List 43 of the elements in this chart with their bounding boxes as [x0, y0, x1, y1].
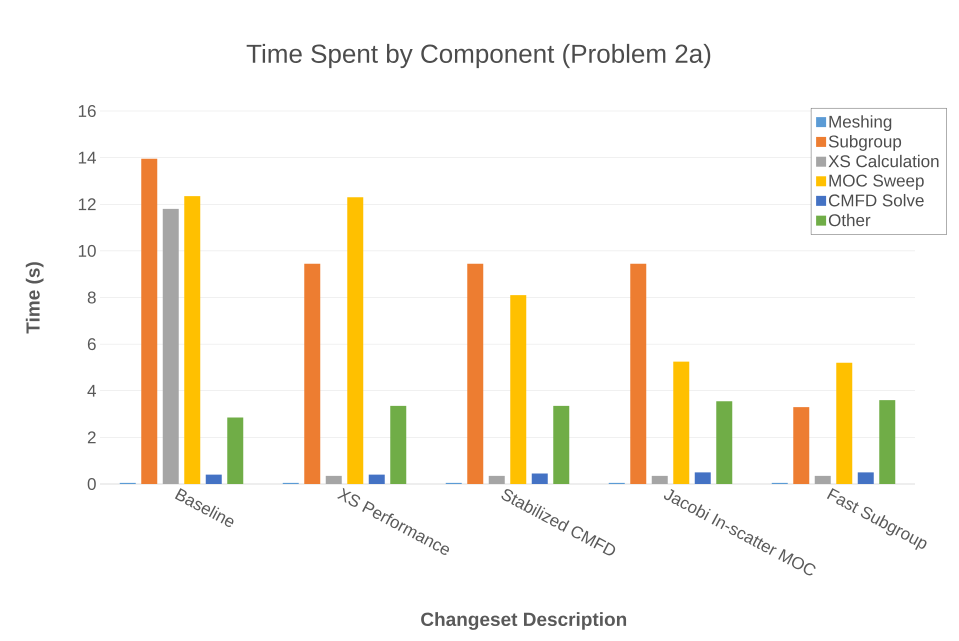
bar	[793, 407, 810, 484]
bar	[553, 406, 570, 484]
bar	[716, 401, 732, 484]
bar	[814, 476, 831, 484]
bar	[652, 476, 668, 484]
bar	[532, 474, 548, 484]
y-tick-label: 0	[88, 478, 96, 490]
bar	[206, 474, 222, 484]
y-tick-label: 12	[78, 198, 96, 210]
legend-label: Other	[828, 214, 870, 226]
bar	[227, 418, 244, 484]
y-tick-label: 10	[78, 244, 96, 257]
legend-label: XS Calculation	[828, 154, 938, 168]
bar	[510, 295, 526, 484]
y-tick-label: 8	[88, 291, 96, 304]
bar	[141, 158, 158, 484]
bar	[184, 196, 200, 484]
bar	[467, 264, 484, 484]
bar	[630, 264, 646, 484]
bar	[368, 474, 385, 484]
y-tick-label: 4	[87, 384, 96, 397]
y-tick-label: 16	[78, 104, 96, 118]
bar	[879, 400, 896, 484]
bar	[347, 197, 364, 484]
bar	[304, 264, 320, 484]
legend-label: Subgroup	[828, 135, 902, 151]
bar	[488, 476, 505, 484]
bar	[673, 362, 690, 484]
x-axis-title: Changeset Description	[421, 612, 626, 630]
y-axis-title: Time (s)	[26, 262, 44, 334]
bar	[326, 476, 342, 484]
legend-label: CMFD Solve	[828, 194, 924, 206]
y-tick-label: 14	[78, 152, 96, 164]
bar	[836, 362, 852, 484]
bar	[694, 472, 711, 484]
y-tick-label: 6	[88, 338, 96, 350]
legend-label: MOC Sweep	[829, 174, 924, 190]
y-tick-label: 2	[88, 431, 96, 444]
bar	[858, 472, 874, 484]
chart-title: Time Spent by Component (Problem 2a)	[246, 44, 710, 68]
legend-label: Meshing	[829, 115, 892, 132]
bar	[390, 406, 406, 484]
bar	[162, 208, 179, 484]
